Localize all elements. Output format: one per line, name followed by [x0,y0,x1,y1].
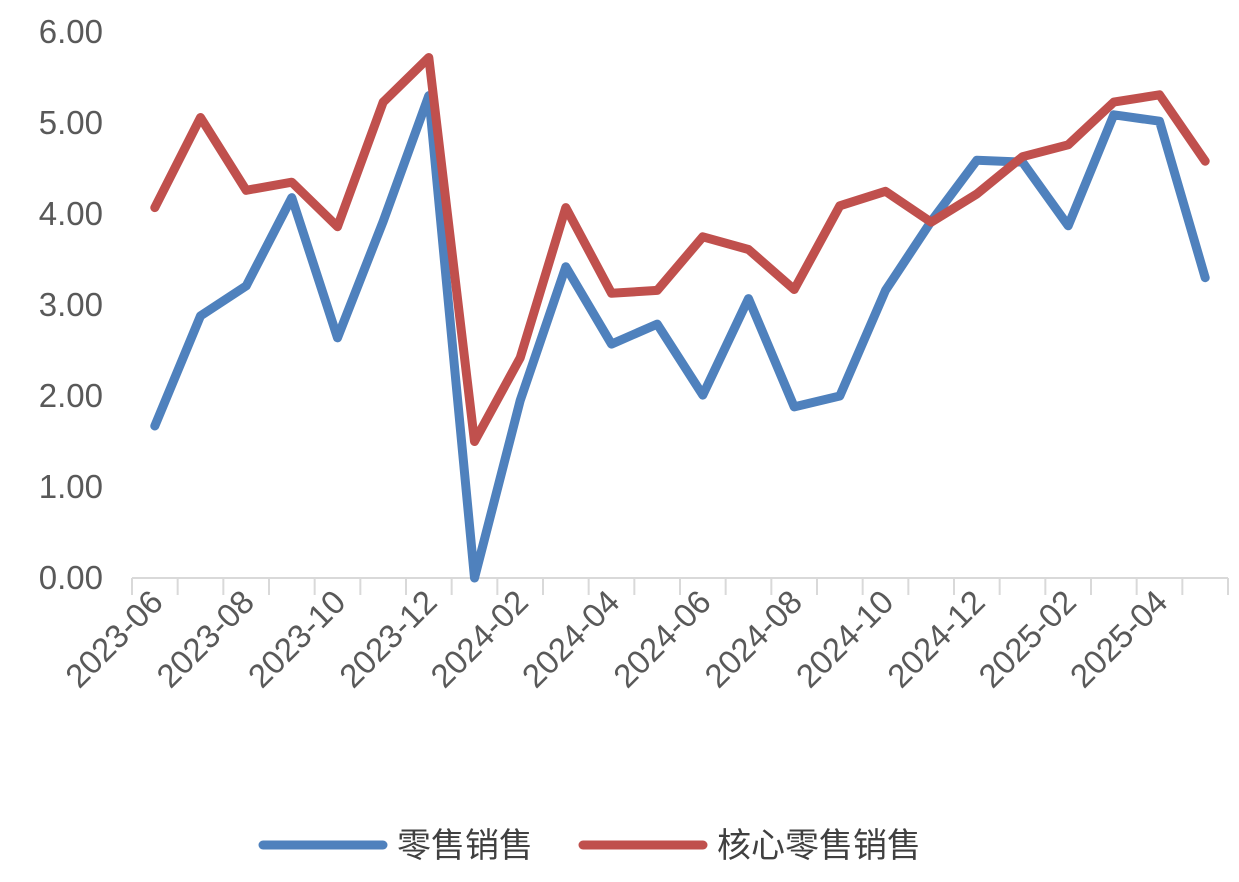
x-tick-label: 2024-04 [515,583,627,695]
series-line-2 [150,53,1210,446]
y-tick-label: 2.00 [39,377,103,414]
x-tick-label: 2024-06 [606,583,718,695]
x-tick-label: 2024-10 [789,583,901,695]
y-axis-ticks: 0.00 1.00 2.00 3.00 4.00 5.00 6.00 [39,13,103,596]
x-tick-label: 2024-08 [697,583,809,695]
x-tick-label: 2023-08 [149,583,261,695]
x-tick-label: 2023-06 [58,583,170,695]
x-tick-label: 2025-02 [971,583,1083,695]
y-tick-label: 0.00 [39,559,103,596]
x-tick-label: 2024-12 [880,583,992,695]
y-tick-label: 4.00 [39,195,103,232]
x-tick-label: 2025-04 [1063,583,1175,695]
y-tick-label: 3.00 [39,286,103,323]
y-tick-label: 5.00 [39,104,103,141]
x-tick-label: 2023-10 [241,583,353,695]
y-tick-label: 1.00 [39,468,103,505]
legend-label: 零售销售 [397,826,533,866]
x-tick-label: 2024-02 [423,583,535,695]
legend: 零售销售 核心零售销售 [258,826,921,866]
legend-label: 核心零售销售 [717,826,921,866]
y-tick-label: 6.00 [39,13,103,50]
series-line-1 [150,91,1210,583]
x-tick-label: 2023-12 [332,583,444,695]
x-axis-ticks: 2023-062023-082023-102023-122024-022024-… [58,578,1229,695]
series-lines [150,53,1210,583]
